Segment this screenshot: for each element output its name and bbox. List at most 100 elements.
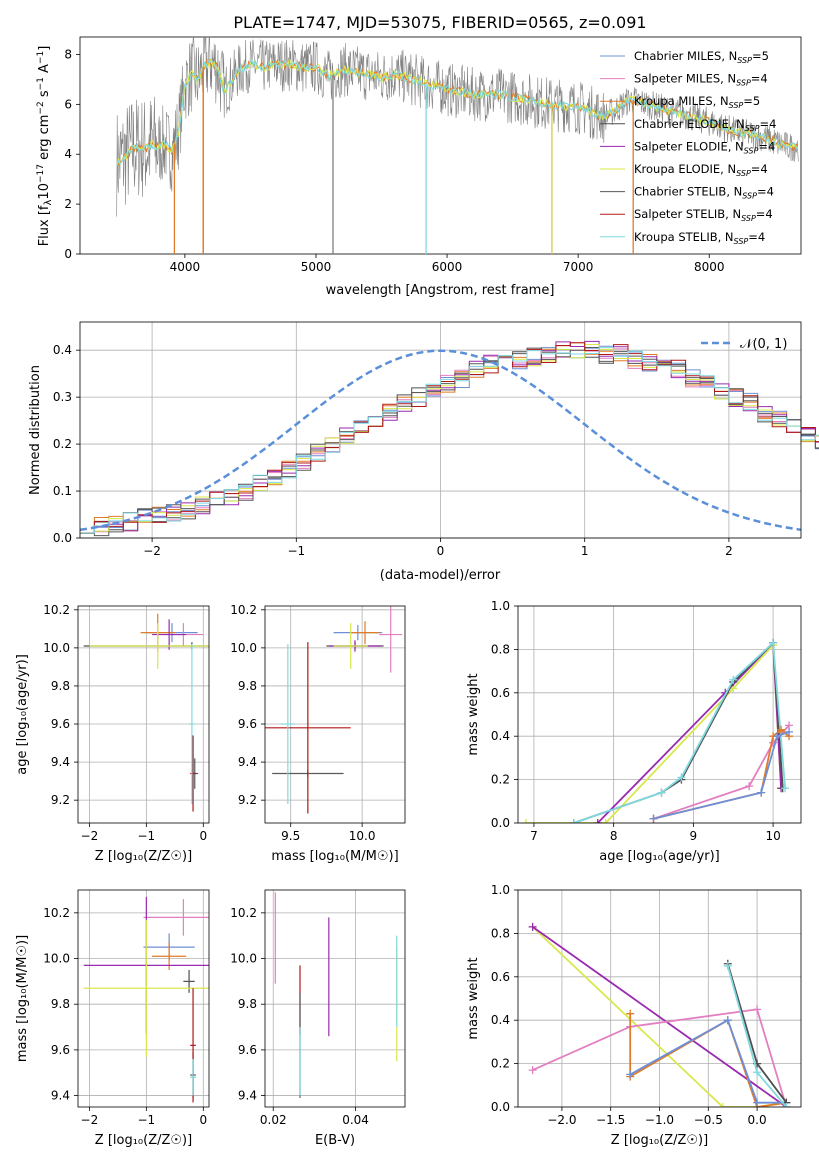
ytick-label: 9.6: [238, 717, 257, 731]
weight-marker: [745, 782, 754, 791]
xtick-label: 0.02: [260, 1113, 287, 1127]
weight-marker: [753, 1098, 762, 1107]
residuals-histogram-series: [80, 340, 819, 534]
ytick-label: 10.0: [43, 641, 70, 655]
xtick-label: 0.0: [748, 1113, 767, 1127]
ytick-label: 0.4: [491, 1013, 510, 1027]
weight-line: [653, 728, 790, 820]
ylabel: mass weight: [466, 957, 481, 1039]
panel-plot-area: [83, 613, 209, 812]
ytick-label: 9.8: [51, 679, 70, 693]
age_vs_Z-panel: −2 −1 0 9.2 9.4 9.6 9.8 10.0 10.2 Z [log₁₀(Z/Z☉)]…: [15, 603, 210, 864]
residuals-histogram-series: [80, 347, 819, 534]
spectrum-ytick-label: 2: [64, 197, 72, 211]
ytick-label: 10.2: [43, 906, 70, 920]
panel-frame: [77, 889, 210, 1108]
spectrum-ytick-label: 8: [64, 47, 72, 61]
ytick-label: 0.2: [491, 773, 510, 787]
mass_vs_ebv-panel: 0.02 0.04 9.4 9.6 9.8 10.0 10.2 E(B-V): [230, 889, 406, 1148]
weight-marker: [729, 675, 738, 684]
residuals-ytick-label: 0.2: [53, 437, 72, 451]
spectrum-xtick-label: 4000: [170, 260, 201, 274]
xtick-label: 0: [199, 829, 207, 843]
xlabel: Z [log₁₀(Z/Z☉)]: [611, 1133, 708, 1148]
spectrum-xtick-label: 6000: [432, 260, 463, 274]
weight-marker: [769, 638, 778, 647]
ytick-label: 9.4: [51, 1089, 70, 1103]
weight-line: [597, 640, 782, 823]
panel-frame: [264, 889, 406, 1108]
legend-label: Chabrier MILES, NSSP=5: [634, 49, 769, 65]
ytick-label: 9.8: [238, 679, 257, 693]
ytick-label: 0.6: [491, 970, 510, 984]
ytick-label: 9.8: [51, 997, 70, 1011]
xtick-label: 9.5: [281, 829, 300, 843]
xtick-label: 0.04: [342, 1113, 369, 1127]
spectrum-xlabel: wavelength [Angstrom, rest frame]: [326, 283, 555, 298]
legend-label: Kroupa MILES, NSSP=5: [634, 94, 760, 110]
panel-frame: [264, 605, 406, 824]
weight-line: [629, 1018, 787, 1104]
ytick-label: 9.2: [238, 793, 257, 807]
spectrum-ytick-label: 4: [64, 147, 72, 161]
gaussian-curve: [79, 349, 802, 532]
legend-label: Chabrier STELIB, NSSP=4: [634, 185, 774, 201]
age_vs_mass-panel: 9.5 10.0 9.2 9.4 9.6 9.8 10.0 10.2 mass [log₁₀(M…: [230, 603, 406, 864]
xlabel: age [log₁₀(age/yr)]: [599, 849, 720, 864]
panel-plot-area: [528, 922, 791, 1107]
residuals-ylabel: Normed distribution: [28, 365, 43, 495]
ytick-label: 10.2: [230, 906, 257, 920]
residuals-xtick-label: −2: [143, 544, 161, 558]
weight-marker: [753, 1005, 762, 1014]
panel-plot-area: [274, 892, 398, 1098]
residuals-xtick-label: −1: [287, 544, 305, 558]
residuals-panel: −2 −1 0 1 2 0.0 0.1 0.2 0.3 0.4 (data-model)/erro…: [28, 321, 819, 583]
weight-marker: [657, 788, 666, 797]
xtick-label: 10.0: [349, 829, 376, 843]
ytick-label: 10.2: [43, 603, 70, 617]
weight-marker: [677, 773, 686, 782]
weight-marker: [757, 788, 766, 797]
ytick-label: 0.4: [491, 729, 510, 743]
weight-line: [653, 731, 790, 820]
weight-marker: [753, 1068, 762, 1077]
xtick-label: −2: [81, 829, 99, 843]
weight-marker: [649, 814, 658, 823]
spectrum-legend: Chabrier MILES, NSSP=5 Salpeter MILES, NS…: [600, 49, 776, 246]
xlabel: mass [log₁₀(M/M☉)]: [271, 849, 398, 864]
ytick-label: 0.2: [491, 1057, 510, 1071]
xtick-label: −1.5: [596, 1113, 625, 1127]
residuals-xtick-label: 1: [581, 544, 589, 558]
ytick-label: 9.8: [238, 997, 257, 1011]
residuals-histogram-series: [80, 342, 819, 534]
ylabel: mass [log₁₀(M/M☉)]: [15, 935, 30, 1062]
spectrum-ytick-label: 0: [64, 247, 72, 261]
weight-marker: [626, 1009, 635, 1018]
weight-marker: [782, 1103, 791, 1107]
weight-marker: [593, 819, 602, 823]
residuals-xtick-label: 2: [725, 544, 733, 558]
ytick-label: 10.0: [230, 641, 257, 655]
ytick-label: 0.8: [491, 926, 510, 940]
weight-marker: [777, 725, 786, 734]
weight-marker: [785, 727, 794, 736]
ytick-label: 9.6: [51, 717, 70, 731]
residuals-histogram-series: [80, 344, 819, 534]
spectrum-plot-area: [116, 37, 799, 254]
ytick-label: 10.2: [230, 603, 257, 617]
ytick-label: 10.0: [43, 952, 70, 966]
xtick-label: −2.0: [547, 1113, 576, 1127]
ytick-label: 0.8: [491, 642, 510, 656]
ytick-label: 0.0: [491, 816, 510, 830]
xtick-label: 10: [765, 829, 780, 843]
legend-label: Kroupa STELIB, NSSP=4: [634, 230, 765, 246]
xlabel: Z [log₁₀(Z/Z☉)]: [95, 1133, 192, 1148]
ytick-label: 9.4: [238, 755, 257, 769]
spectrum-model-line: [116, 58, 798, 167]
gauss-legend-label: 𝒩(0, 1): [740, 337, 787, 352]
ytick-label: 1.0: [491, 599, 510, 613]
spectrum-panel: 4000 5000 6000 7000 8000 0 2 4 6 8 wavelength [An…: [36, 36, 802, 298]
weight-marker: [723, 961, 732, 970]
residuals-ytick-label: 0.0: [53, 531, 72, 545]
panel-plot-area: [83, 896, 209, 1103]
